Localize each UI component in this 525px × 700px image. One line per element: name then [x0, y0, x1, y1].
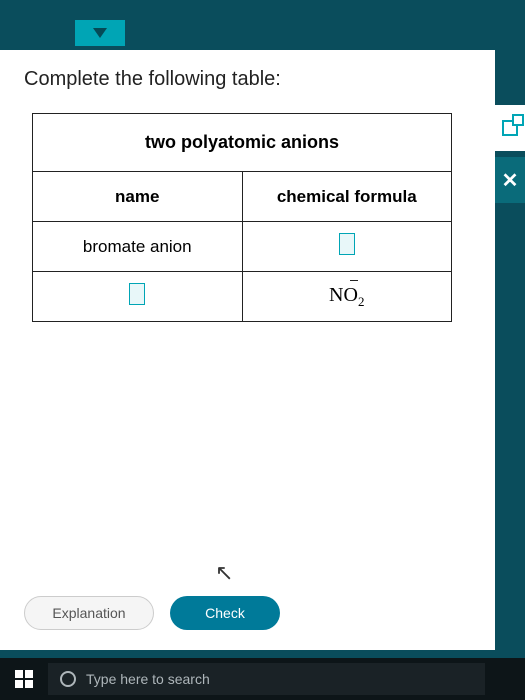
windows-icon [15, 670, 33, 688]
row1-formula-cell [242, 222, 452, 272]
chevron-down-icon [93, 28, 107, 38]
chemical-formula: NO2 [329, 284, 364, 306]
name-input[interactable] [129, 283, 145, 305]
row1-name: bromate anion [33, 222, 243, 272]
button-row: Explanation Check [24, 596, 280, 630]
col-formula-header: chemical formula [242, 172, 452, 222]
formula-input[interactable] [339, 233, 355, 255]
start-button[interactable] [0, 658, 48, 700]
search-placeholder: Type here to search [86, 671, 210, 687]
cursor-icon: ↖ [215, 560, 233, 586]
col-name-header: name [33, 172, 243, 222]
table-row: NO2 [33, 272, 452, 322]
search-icon [60, 671, 76, 687]
check-button[interactable]: Check [170, 596, 280, 630]
side-tool-button[interactable] [495, 105, 525, 151]
search-bar[interactable]: Type here to search [48, 663, 485, 695]
dropdown-tab[interactable] [75, 20, 125, 46]
table-title-row: two polyatomic anions [33, 114, 452, 172]
chemistry-table: two polyatomic anions name chemical form… [32, 113, 452, 322]
row2-name-cell [33, 272, 243, 322]
close-button[interactable]: ✕ [495, 157, 525, 203]
side-panel: ✕ [495, 105, 525, 209]
close-icon: ✕ [502, 168, 519, 193]
prompt-text: Complete the following table: [24, 68, 471, 91]
taskbar: Type here to search [0, 658, 525, 700]
table-row: bromate anion [33, 222, 452, 272]
content-area: Complete the following table: two polyat… [0, 50, 495, 650]
table-header-row: name chemical formula [33, 172, 452, 222]
explanation-button[interactable]: Explanation [24, 596, 154, 630]
square-icon [502, 120, 518, 136]
row2-formula-cell: NO2 [242, 272, 452, 322]
table-title: two polyatomic anions [33, 114, 452, 172]
